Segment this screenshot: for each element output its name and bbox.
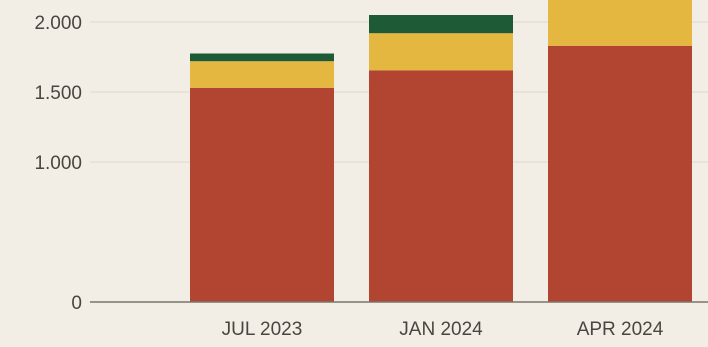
bar-segment-1-0 (369, 70, 513, 302)
bar-segment-1-1 (369, 33, 513, 71)
bar-segment-2-0 (548, 45, 692, 303)
y-tick-label-1: 1.000 (34, 153, 82, 174)
bar-segment-2-1 (548, 0, 692, 46)
y-tick-label-3: 2.000 (34, 13, 82, 34)
x-tick-label-0: JUL 2023 (222, 319, 303, 340)
bars (190, 0, 692, 303)
bar-segment-0-2 (190, 53, 334, 62)
bar-segment-0-0 (190, 87, 334, 302)
x-tick-label-2: APR 2024 (577, 319, 664, 340)
bar-segment-0-1 (190, 61, 334, 88)
y-tick-label-2: 1.500 (34, 83, 82, 104)
bar-segment-1-2 (369, 15, 513, 34)
y-tick-label-0: 0 (71, 293, 82, 314)
x-tick-label-1: JAN 2024 (399, 319, 483, 340)
